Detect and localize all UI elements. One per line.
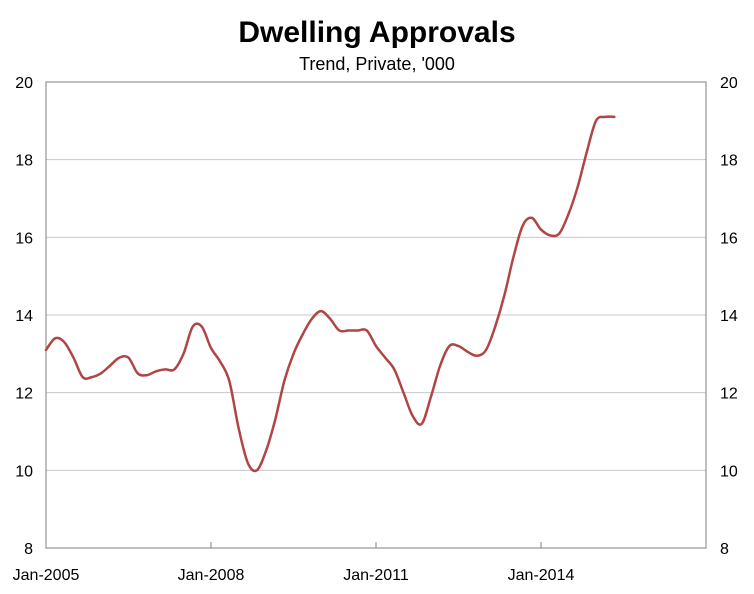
data-point xyxy=(118,357,120,359)
data-point xyxy=(91,376,93,378)
data-point xyxy=(421,423,423,425)
y-tick-label-left: 18 xyxy=(15,153,33,170)
data-point xyxy=(604,116,606,118)
y-tick-label-left: 10 xyxy=(15,463,33,480)
data-point xyxy=(210,347,212,349)
data-point xyxy=(567,213,570,215)
y-tick-label-left: 16 xyxy=(15,230,33,247)
chart-subtitle: Trend, Private, '000 xyxy=(299,54,455,74)
y-tick-label-right: 18 xyxy=(720,153,738,170)
data-point xyxy=(485,349,487,351)
series-layer xyxy=(44,115,616,473)
data-point xyxy=(357,329,359,332)
data-point xyxy=(274,419,276,421)
data-point xyxy=(467,351,469,353)
data-point xyxy=(265,450,267,452)
data-point xyxy=(439,364,441,367)
data-point xyxy=(109,364,111,367)
data-point xyxy=(127,357,130,359)
data-point xyxy=(247,462,249,464)
series-line xyxy=(44,115,616,473)
data-point xyxy=(237,427,240,429)
data-point xyxy=(577,186,579,188)
data-point xyxy=(384,357,386,359)
y-axis-right: 20 18 16 14 12 10 8 xyxy=(720,75,738,558)
data-point xyxy=(137,372,139,374)
data-point xyxy=(256,469,258,471)
data-point xyxy=(402,392,405,394)
data-point xyxy=(540,229,542,231)
y-tick-label-left: 20 xyxy=(15,75,33,92)
gridlines xyxy=(46,159,706,471)
data-point xyxy=(320,310,322,312)
data-point xyxy=(192,326,194,328)
data-point xyxy=(503,295,505,297)
data-point xyxy=(494,326,496,328)
data-point xyxy=(164,368,166,370)
y-tick-label-right: 16 xyxy=(720,230,738,247)
data-point xyxy=(613,116,615,118)
data-point xyxy=(347,329,350,332)
y-axis-left: 20 18 16 14 12 10 8 xyxy=(15,75,33,558)
y-tick-label-right: 10 xyxy=(720,463,738,480)
y-tick-label-right: 14 xyxy=(720,308,738,325)
chart-title: Dwelling Approvals xyxy=(238,16,515,49)
data-point xyxy=(329,318,331,320)
data-point xyxy=(292,353,295,355)
data-point xyxy=(155,370,157,372)
data-point xyxy=(522,225,524,227)
data-point xyxy=(146,374,148,376)
data-point xyxy=(512,256,515,258)
x-tick-label: Jan-2008 xyxy=(178,567,245,584)
data-point xyxy=(302,333,304,335)
data-point xyxy=(448,345,450,347)
y-tick-label-right: 20 xyxy=(720,75,738,92)
data-point xyxy=(63,341,65,343)
x-tick-marks xyxy=(45,542,542,548)
data-point xyxy=(595,120,597,122)
data-point xyxy=(182,353,185,355)
y-tick-label-right: 12 xyxy=(720,386,738,403)
data-point xyxy=(558,232,560,234)
data-point xyxy=(311,318,313,320)
data-point xyxy=(228,380,230,382)
data-point xyxy=(412,415,414,417)
y-tick-label-right: 8 xyxy=(720,541,729,558)
y-tick-label-left: 8 xyxy=(24,541,33,558)
x-axis-labels: Jan-2005 Jan-2008 Jan-2011 Jan-2014 xyxy=(13,567,575,584)
y-tick-label-left: 14 xyxy=(15,308,33,325)
data-point xyxy=(338,329,340,332)
data-point xyxy=(82,376,84,378)
data-point xyxy=(45,349,47,351)
data-point xyxy=(72,357,75,359)
data-point xyxy=(283,380,285,382)
data-point xyxy=(375,345,377,347)
data-point xyxy=(54,337,56,339)
y-tick-label-left: 12 xyxy=(15,386,33,403)
data-point xyxy=(219,361,221,363)
data-point xyxy=(366,329,368,332)
data-point xyxy=(100,372,102,374)
data-point xyxy=(586,151,588,153)
data-point xyxy=(430,395,432,398)
x-tick-label: Jan-2005 xyxy=(13,567,80,584)
x-tick-label: Jan-2011 xyxy=(343,567,409,584)
data-point xyxy=(393,368,395,370)
data-point xyxy=(201,326,203,328)
x-tick-label: Jan-2014 xyxy=(508,567,575,584)
data-point xyxy=(173,368,175,370)
data-point xyxy=(549,234,551,236)
data-point xyxy=(457,345,460,347)
data-point xyxy=(476,355,478,357)
data-point xyxy=(531,217,533,219)
